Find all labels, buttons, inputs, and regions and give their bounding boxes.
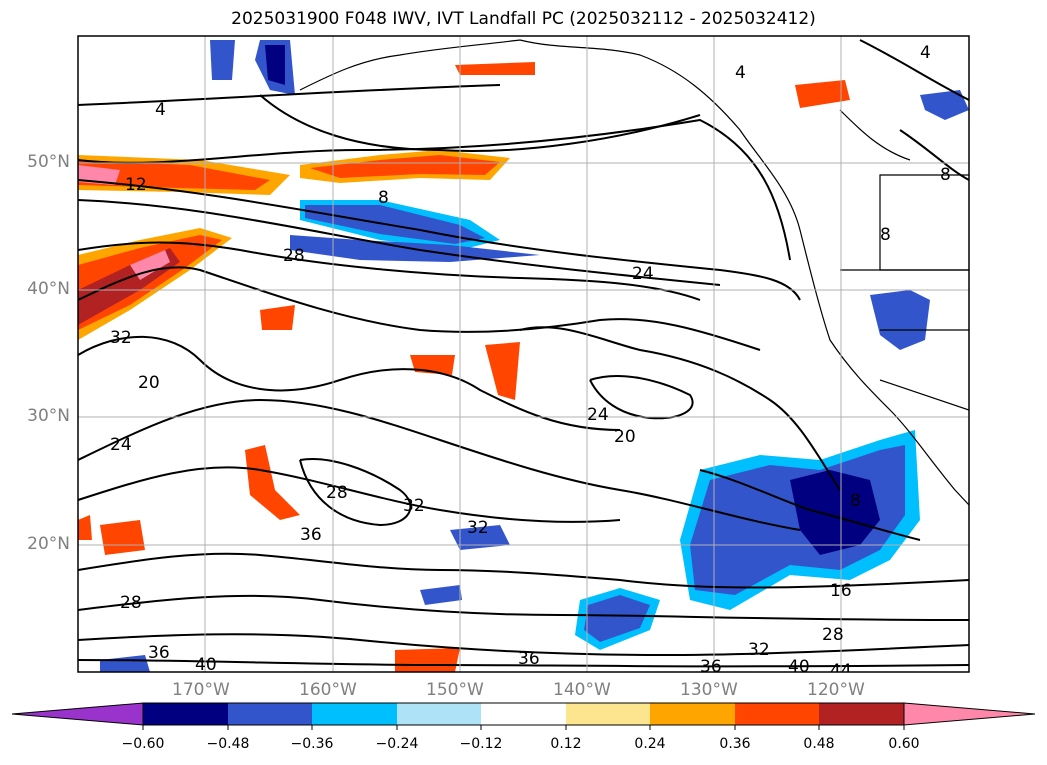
colorbar-segment — [566, 703, 650, 725]
colorbar-segment — [143, 703, 228, 725]
colorbar-tick-label: 0.24 — [634, 736, 666, 752]
contour-label: 32 — [748, 640, 770, 660]
contour-label: 36 — [518, 649, 540, 669]
colorbar-segment — [735, 703, 819, 725]
lon-label: 160°W — [299, 680, 357, 700]
contour-label: 28 — [283, 246, 305, 266]
contour-label: 32 — [110, 328, 132, 348]
colorbar-segment — [397, 703, 481, 725]
map-field: 4 4 4 8 8 8 8 12 16 20 20 24 24 24 28 28… — [78, 36, 969, 681]
contour-label: 28 — [120, 593, 142, 613]
contour-label: 8 — [378, 188, 389, 208]
colorbar-frame — [142, 702, 905, 726]
contour-label: 40 — [195, 655, 217, 675]
contour-label: 20 — [614, 427, 636, 447]
negative-patches — [100, 40, 969, 672]
colorbar-segment — [228, 703, 312, 725]
colorbar-segment — [650, 703, 735, 725]
lon-label: 170°W — [172, 680, 230, 700]
colorbar-tick-label: 0.60 — [888, 736, 920, 752]
contour-label: 32 — [467, 518, 489, 538]
colorbar — [11, 702, 1036, 730]
contour-label: 28 — [822, 625, 844, 645]
contour-label: 12 — [125, 175, 147, 195]
contour-label: 4 — [920, 43, 931, 63]
colorbar-tick-label: −0.24 — [375, 736, 419, 752]
contour-label: 8 — [880, 225, 891, 245]
colorbar-segment — [481, 703, 566, 725]
colorbar-tick-label: −0.12 — [459, 736, 503, 752]
colorbar-tick-label: −0.36 — [290, 736, 334, 752]
contour-label: 32 — [403, 496, 425, 516]
contour-label: 44 — [830, 661, 852, 681]
contour-label: 36 — [700, 657, 722, 677]
map-frame — [77, 35, 970, 673]
colorbar-segment — [312, 703, 397, 725]
contour-label: 24 — [110, 435, 132, 455]
contour-label: 24 — [632, 264, 654, 284]
contour-label: 24 — [587, 405, 609, 425]
contour-label: 4 — [735, 63, 746, 83]
lon-label: 120°W — [807, 680, 865, 700]
contour-label: 8 — [850, 491, 861, 511]
contour-label: 36 — [148, 643, 170, 663]
lat-label: 20°N — [27, 534, 70, 554]
lon-label: 140°W — [553, 680, 611, 700]
contour-label: 20 — [138, 373, 160, 393]
colorbar-under-arrow — [11, 702, 144, 726]
coastline — [299, 39, 969, 506]
colorbar-tick-label: 0.48 — [803, 736, 835, 752]
lat-label: 30°N — [27, 406, 70, 426]
graticule — [78, 36, 969, 672]
contour-label: 28 — [326, 483, 348, 503]
contour-label: 40 — [788, 657, 810, 677]
lon-label: 130°W — [680, 680, 738, 700]
colorbar-segment — [819, 703, 904, 725]
contour-label: 16 — [830, 581, 852, 601]
contour-label: 4 — [155, 100, 166, 120]
colorbar-tick-label: 0.36 — [719, 736, 751, 752]
colorbar-tick-label: −0.48 — [206, 736, 250, 752]
lat-label: 50°N — [27, 152, 70, 172]
colorbar-tick-label: 0.12 — [550, 736, 582, 752]
colorbar-tick-label: −0.60 — [121, 736, 165, 752]
lon-label: 150°W — [426, 680, 484, 700]
contour-label: 36 — [300, 525, 322, 545]
lat-label: 40°N — [27, 279, 70, 299]
contour-label: 8 — [940, 165, 951, 185]
colorbar-over-arrow — [903, 702, 1036, 726]
map-title: 2025031900 F048 IWV, IVT Landfall PC (20… — [231, 9, 816, 29]
positive-patches — [78, 62, 850, 672]
